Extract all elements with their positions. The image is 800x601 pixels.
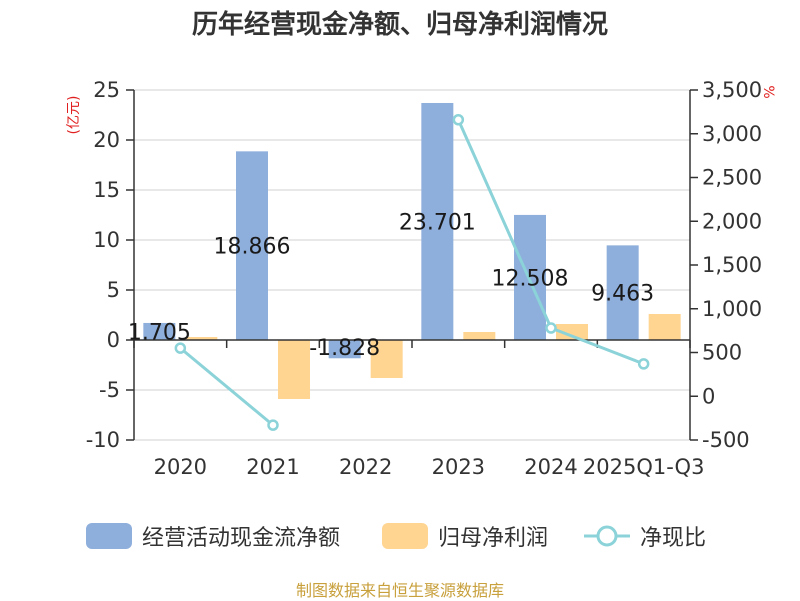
left-axis-unit: (亿元): [66, 96, 82, 135]
bar-profit: [370, 340, 403, 378]
legend-swatch-ratio: [584, 525, 630, 547]
axes: -10 -5 0 5 10 15 20 25 -500 0 500 1,000 1,500 2,000 2,…: [86, 78, 762, 479]
right-tick-label: 3,000: [702, 122, 762, 146]
bar-cash: [236, 151, 268, 340]
bar-profit: [278, 340, 310, 399]
legend-item-profit[interactable]: 归母净利润: [382, 516, 548, 556]
left-tick-label: 20: [93, 128, 120, 152]
bar-profit: [463, 332, 496, 340]
right-tick-label: 500: [702, 341, 742, 365]
bar-profit: [185, 337, 218, 340]
ratio-point: [637, 358, 650, 370]
left-tick-label: 0: [107, 328, 120, 352]
category-label: 2021: [246, 455, 299, 479]
data-label-cash: 1.705: [128, 320, 191, 345]
bar-cash: [143, 322, 176, 340]
legend-item-cash[interactable]: 经营活动现金流净额: [86, 516, 340, 556]
legend: 经营活动现金流净额 归母净利润 净现比: [0, 516, 800, 556]
right-axis-unit: %: [760, 85, 776, 98]
right-tick-label: 2,500: [702, 166, 762, 190]
left-tick-label: 25: [93, 78, 120, 102]
ratio-line-segment: [179, 346, 274, 427]
legend-label-profit: 归母净利润: [438, 526, 549, 551]
bar-cash: [421, 102, 454, 341]
legend-swatch-cash: [86, 523, 132, 549]
data-label-cash: 23.701: [399, 210, 476, 235]
data-label-cash: 18.866: [214, 235, 291, 260]
right-tick-label: 1,000: [702, 297, 762, 321]
legend-label-ratio: 净现比: [640, 526, 707, 551]
legend-label-cash: 经营活动现金流净额: [142, 526, 341, 551]
right-tick-label: 1,500: [702, 253, 762, 277]
category-label: 2020: [154, 455, 207, 479]
data-label-cash: 12.508: [492, 266, 569, 291]
grid-lines: [134, 89, 690, 441]
bar-cash: [606, 245, 639, 340]
bar-profit: [648, 314, 681, 340]
category-label: 2024: [524, 455, 577, 479]
right-tick-label: 2,000: [702, 209, 762, 233]
category-label: 2023: [432, 455, 485, 479]
right-tick-label: 3,500: [702, 78, 762, 102]
left-tick-label: 5: [107, 278, 120, 302]
left-tick-label: -10: [86, 428, 120, 452]
legend-swatch-profit: [382, 523, 428, 549]
left-tick-label: -5: [99, 378, 120, 402]
data-label-cash: -1.828: [309, 336, 380, 361]
ratio-point: [545, 322, 557, 334]
bar-profit: [556, 324, 588, 340]
category-label: 2025Q1-Q3: [583, 455, 705, 479]
source-note: 制图数据来自恒生聚源数据库: [295, 581, 504, 600]
ratio-line: [174, 114, 650, 431]
ratio-point: [174, 342, 187, 354]
bar-marks: [143, 102, 681, 399]
right-tick-label: 0: [702, 384, 715, 408]
data-labels: 1.705 18.866 -1.828 23.701 12.508 9.463: [128, 210, 654, 361]
legend-item-ratio[interactable]: 净现比: [584, 516, 706, 556]
right-tick-label: -500: [702, 428, 750, 452]
category-label: 2022: [339, 455, 392, 479]
left-tick-label: 15: [93, 178, 120, 202]
bar-cash: [328, 340, 361, 359]
data-label-cash: 9.463: [591, 282, 654, 307]
left-tick-label: 10: [93, 228, 120, 252]
chart-title: 历年经营现金净额、归母净利润情况: [191, 10, 608, 40]
ratio-point: [267, 419, 279, 431]
ratio-point: [452, 114, 465, 126]
